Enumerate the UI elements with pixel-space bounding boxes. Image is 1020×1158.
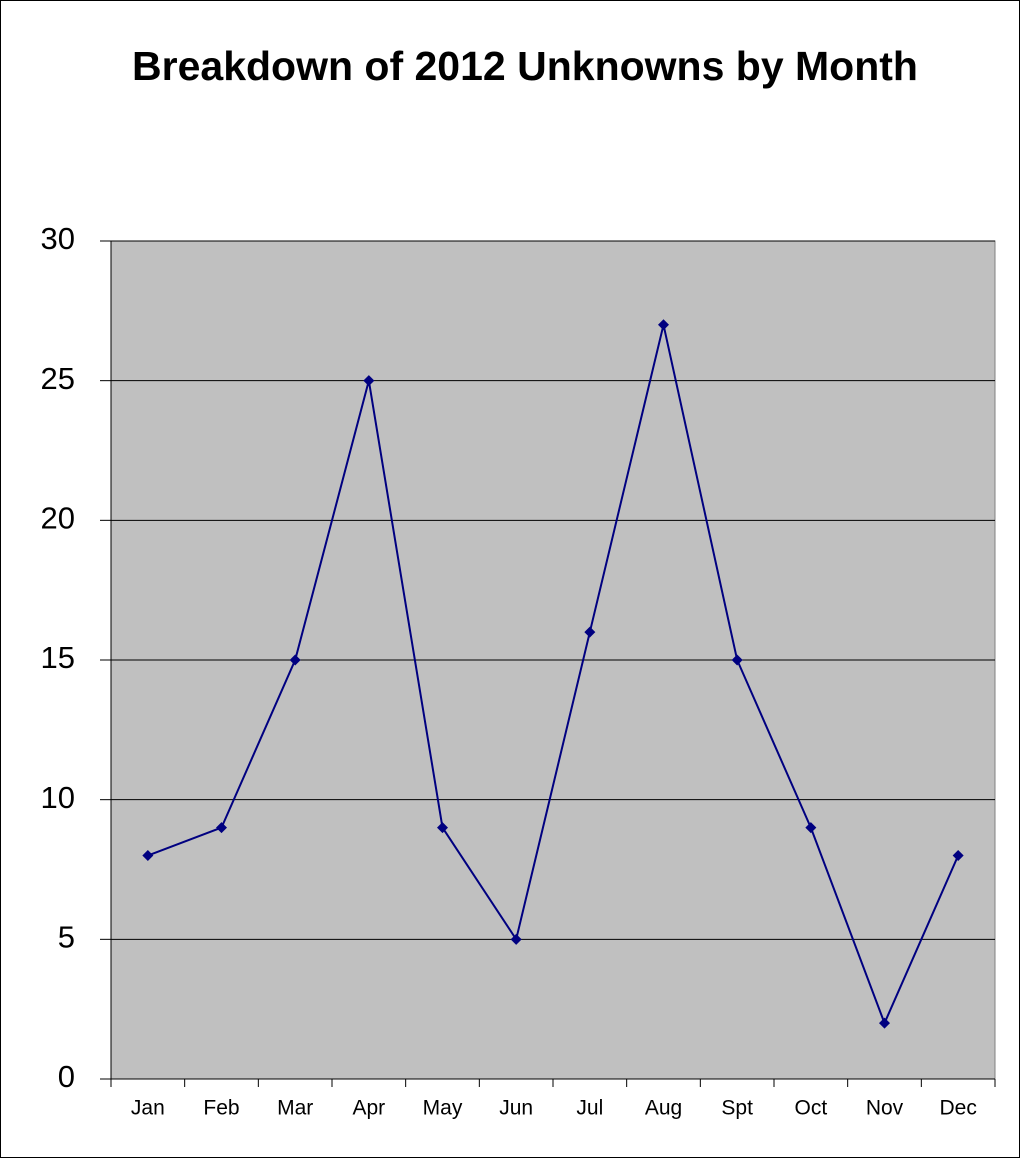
data-marker bbox=[363, 375, 375, 387]
y-tick-label: 5 bbox=[58, 920, 75, 955]
y-tick-label: 10 bbox=[41, 780, 75, 815]
x-tick-label: Oct bbox=[794, 1097, 827, 1120]
x-tick-label: Spt bbox=[721, 1097, 753, 1120]
x-tick-label: Jul bbox=[576, 1097, 603, 1120]
data-marker bbox=[289, 654, 301, 666]
y-tick-label: 0 bbox=[58, 1059, 75, 1094]
y-tick-label: 30 bbox=[41, 221, 75, 256]
x-tick-label: Mar bbox=[277, 1097, 313, 1120]
x-tick-label: Dec bbox=[939, 1097, 976, 1120]
chart-title: Breakdown of 2012 Unknowns by Month bbox=[132, 43, 918, 89]
y-tick-label: 25 bbox=[41, 361, 75, 396]
x-tick-label: Jun bbox=[499, 1097, 533, 1120]
x-tick-label: May bbox=[423, 1097, 463, 1120]
x-tick-label: Nov bbox=[866, 1097, 904, 1120]
data-marker bbox=[142, 850, 154, 862]
data-line bbox=[147, 324, 960, 1026]
data-marker bbox=[658, 319, 669, 331]
data-marker bbox=[437, 822, 448, 834]
x-tick-label: Aug bbox=[645, 1097, 682, 1120]
data-marker bbox=[584, 626, 596, 638]
x-tick-label: Apr bbox=[352, 1097, 385, 1120]
data-marker bbox=[952, 850, 964, 862]
y-tick-label: 15 bbox=[41, 640, 75, 675]
y-tick-label: 20 bbox=[41, 501, 75, 536]
data-marker bbox=[216, 822, 227, 834]
data-marker bbox=[731, 654, 743, 666]
data-marker bbox=[805, 822, 817, 834]
data-marker bbox=[510, 933, 522, 945]
x-tick-label: Jan bbox=[131, 1097, 165, 1120]
x-tick-label: Feb bbox=[203, 1097, 239, 1120]
data-marker bbox=[879, 1017, 890, 1029]
